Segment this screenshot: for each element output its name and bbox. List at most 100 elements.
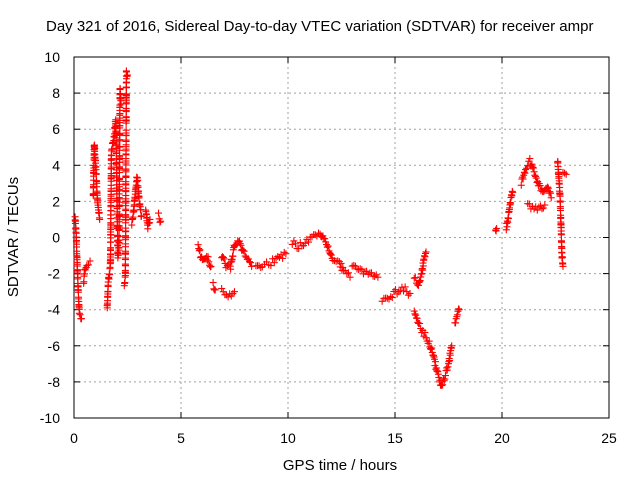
data-point xyxy=(219,253,227,261)
data-point xyxy=(453,311,461,319)
data-point xyxy=(291,240,299,248)
data-point xyxy=(93,179,101,187)
data-point xyxy=(327,250,335,258)
data-point xyxy=(416,320,424,328)
data-point xyxy=(146,215,154,223)
y-tick-label: 6 xyxy=(52,121,60,137)
data-point xyxy=(422,334,430,342)
data-point xyxy=(431,358,439,366)
data-point xyxy=(122,126,130,134)
data-point xyxy=(441,375,449,383)
data-point xyxy=(327,251,335,259)
data-point xyxy=(206,261,214,269)
data-point xyxy=(116,101,124,109)
data-point xyxy=(257,263,265,271)
data-point xyxy=(509,188,517,196)
data-point xyxy=(343,270,351,278)
data-point xyxy=(137,212,145,220)
data-point xyxy=(519,175,527,183)
data-point xyxy=(335,258,343,266)
data-point xyxy=(279,254,287,262)
data-point xyxy=(546,188,554,196)
data-point xyxy=(517,181,525,189)
x-tick-label: 15 xyxy=(387,430,403,446)
data-point xyxy=(86,257,94,265)
data-point xyxy=(156,218,164,226)
data-point xyxy=(194,241,202,249)
data-point xyxy=(395,288,403,296)
data-point xyxy=(364,270,372,278)
data-point xyxy=(135,193,143,201)
data-point xyxy=(528,160,536,168)
data-point xyxy=(440,377,448,385)
data-point xyxy=(155,209,163,217)
data-point xyxy=(562,170,570,178)
data-point xyxy=(541,201,549,209)
data-point xyxy=(401,283,409,291)
y-tick-label: 2 xyxy=(52,193,60,209)
data-point xyxy=(115,174,123,182)
data-point xyxy=(204,253,212,261)
data-point xyxy=(255,262,263,270)
data-point xyxy=(526,155,534,163)
data-point xyxy=(522,166,530,174)
data-point xyxy=(231,288,238,296)
y-tick-label: -10 xyxy=(40,410,60,426)
data-point xyxy=(122,106,130,114)
data-point xyxy=(532,172,540,180)
data-point xyxy=(502,226,510,234)
data-point xyxy=(272,254,280,262)
data-point xyxy=(122,157,130,165)
data-point xyxy=(346,273,354,281)
data-point xyxy=(419,266,427,274)
data-point xyxy=(76,311,84,319)
data-point xyxy=(344,269,352,277)
data-point xyxy=(324,242,332,250)
data-point xyxy=(282,250,290,258)
data-point xyxy=(504,215,512,223)
data-point xyxy=(196,246,204,254)
data-point xyxy=(378,297,386,305)
data-point xyxy=(203,256,211,264)
data-point xyxy=(122,234,130,242)
data-point xyxy=(89,191,97,199)
y-tick-label: 4 xyxy=(52,157,60,173)
data-point xyxy=(77,315,85,323)
data-point xyxy=(209,279,217,287)
data-point xyxy=(206,263,214,271)
y-tick-label: -6 xyxy=(48,338,61,354)
y-tick-label: 0 xyxy=(52,230,60,246)
data-point xyxy=(493,224,501,232)
data-point xyxy=(122,243,130,251)
data-point xyxy=(351,262,359,270)
data-point xyxy=(422,248,430,256)
data-point xyxy=(414,318,422,326)
data-point xyxy=(122,90,130,98)
data-point xyxy=(219,288,227,296)
data-point xyxy=(413,314,421,322)
data-point xyxy=(237,241,245,249)
data-point xyxy=(75,309,83,317)
data-point xyxy=(446,357,454,365)
data-point xyxy=(144,225,152,233)
data-point xyxy=(410,274,418,282)
data-point xyxy=(529,164,537,172)
chart-title: Day 321 of 2016, Sidereal Day-to-day VTE… xyxy=(46,18,593,35)
data-point xyxy=(406,289,414,297)
data-point xyxy=(411,274,419,282)
data-point xyxy=(207,262,215,270)
y-tick-label: -4 xyxy=(48,302,61,318)
y-tick-label: -8 xyxy=(48,374,61,390)
data-point xyxy=(374,273,382,281)
data-point xyxy=(229,252,237,260)
data-point xyxy=(205,258,213,266)
data-point xyxy=(72,217,80,225)
data-point xyxy=(507,200,515,208)
data-point xyxy=(421,329,429,337)
data-point xyxy=(115,210,123,218)
data-point xyxy=(96,215,104,223)
data-point xyxy=(371,272,379,280)
data-point xyxy=(403,288,411,296)
data-point xyxy=(280,248,288,256)
